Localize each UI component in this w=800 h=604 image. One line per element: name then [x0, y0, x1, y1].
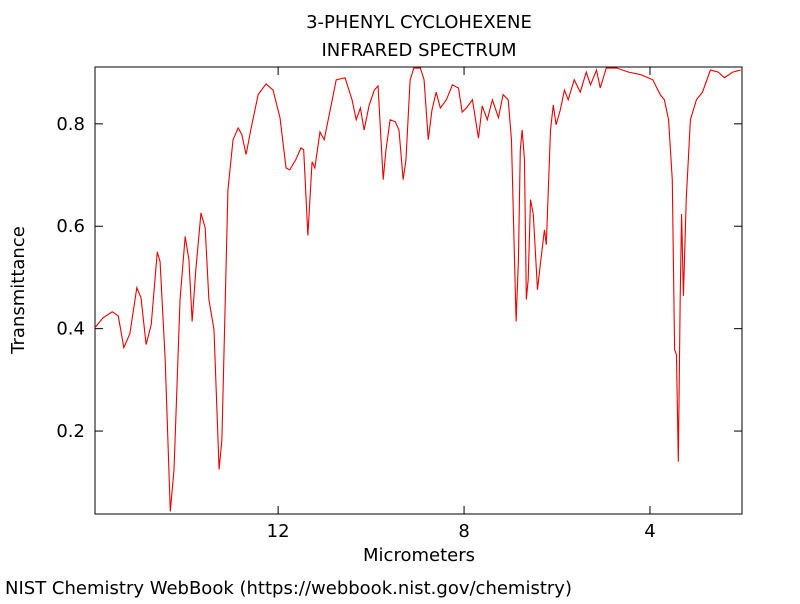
y-tick-label: 0.4 [56, 319, 85, 340]
source-note: NIST Chemistry WebBook (https://webbook.… [5, 578, 572, 599]
plot-frame [94, 66, 743, 515]
chart-subtitle: INFRARED SPECTRUM [321, 40, 516, 61]
chart-title: 3-PHENYL CYCLOHEXENE [306, 12, 532, 33]
x-tick-label: 12 [267, 521, 290, 542]
x-tick-label: 8 [458, 521, 469, 542]
spectrum-line [94, 67, 741, 512]
y-tick-label: 0.8 [56, 114, 85, 135]
x-tick-label: 4 [644, 521, 655, 542]
y-axis-label: Transmittance [8, 226, 29, 355]
y-tick-label: 0.2 [56, 421, 85, 442]
x-axis-label: Micrometers [363, 545, 475, 566]
y-tick-label: 0.6 [56, 216, 85, 237]
